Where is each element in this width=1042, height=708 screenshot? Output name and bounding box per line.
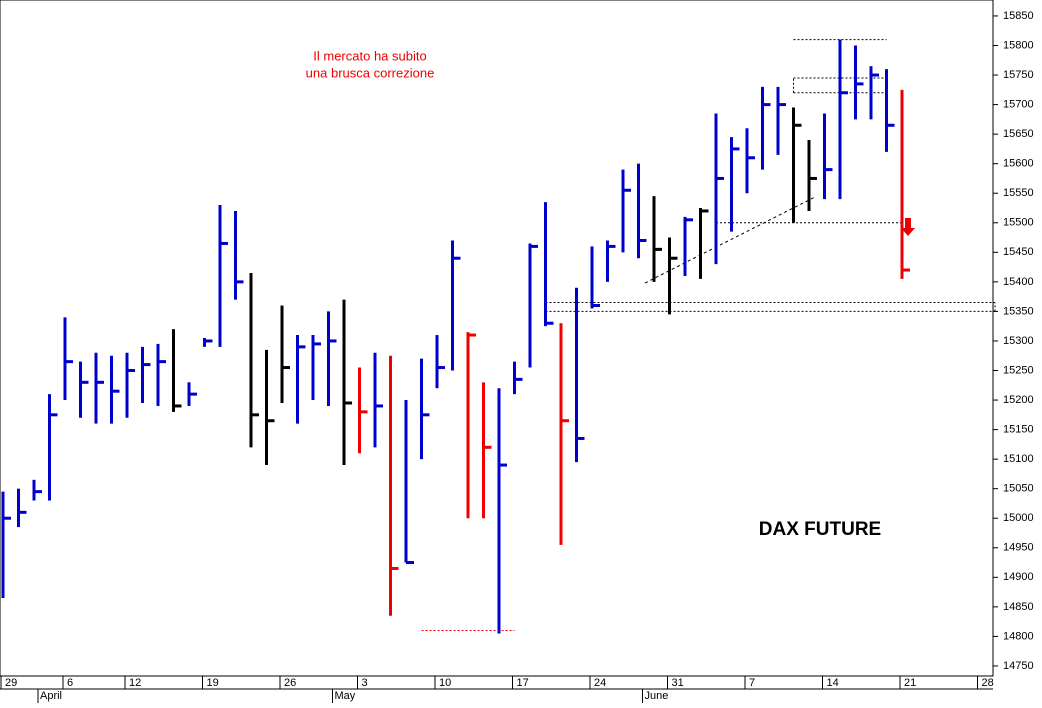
plot-frame: [0, 0, 994, 677]
y-tick-label: 15400: [1003, 276, 1034, 288]
y-tick-label: 15250: [1003, 364, 1034, 376]
x-tick-label: 10: [439, 677, 451, 689]
month-label: April: [40, 690, 62, 702]
y-tick-label: 15350: [1003, 305, 1034, 317]
y-tick-label: 15550: [1003, 187, 1034, 199]
y-tick-label: 15150: [1003, 423, 1034, 435]
y-tick-label: 14750: [1003, 660, 1034, 672]
x-tick-label: 3: [362, 677, 368, 689]
y-tick-label: 15300: [1003, 335, 1034, 347]
annotation: una brusca correzione: [306, 65, 435, 80]
y-tick-label: 14950: [1003, 542, 1034, 554]
x-tick-label: 26: [284, 677, 296, 689]
x-tick-label: 14: [827, 677, 839, 689]
y-tick-label: 15450: [1003, 246, 1034, 258]
x-tick-label: 29: [5, 677, 17, 689]
x-tick-label: 21: [904, 677, 916, 689]
x-tick-label: 12: [129, 677, 141, 689]
y-tick-label: 14800: [1003, 630, 1034, 642]
down-arrow: [901, 218, 915, 236]
x-tick-label: 28: [982, 677, 994, 689]
month-label: May: [335, 690, 356, 702]
annotation: Il mercato ha subito: [313, 48, 426, 63]
month-label: June: [645, 690, 669, 702]
x-tick-label: 6: [67, 677, 73, 689]
chart-label: DAX FUTURE: [759, 519, 881, 540]
x-tick-label: 7: [749, 677, 755, 689]
y-tick-label: 15100: [1003, 453, 1034, 465]
y-tick-label: 14900: [1003, 571, 1034, 583]
y-tick-label: 15700: [1003, 98, 1034, 110]
y-tick-label: 15000: [1003, 512, 1034, 524]
x-tick-label: 17: [517, 677, 529, 689]
y-tick-label: 15650: [1003, 128, 1034, 140]
trend-line: [644, 196, 816, 284]
y-tick-label: 15200: [1003, 394, 1034, 406]
y-tick-label: 15600: [1003, 158, 1034, 170]
x-tick-label: 24: [594, 677, 606, 689]
x-tick-label: 31: [672, 677, 684, 689]
y-tick-label: 15050: [1003, 483, 1034, 495]
y-tick-label: 15800: [1003, 39, 1034, 51]
y-tick-label: 15500: [1003, 217, 1034, 229]
y-tick-label: 15750: [1003, 69, 1034, 81]
y-tick-label: 15850: [1003, 10, 1034, 22]
y-tick-label: 14850: [1003, 601, 1034, 613]
x-tick-label: 19: [207, 677, 219, 689]
